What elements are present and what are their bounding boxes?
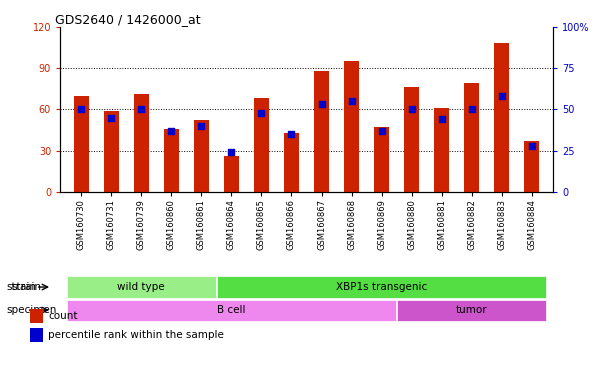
- Bar: [344, 61, 359, 192]
- Point: [467, 106, 477, 113]
- Point: [377, 128, 386, 134]
- Bar: [74, 96, 89, 192]
- Bar: [314, 71, 329, 192]
- Point: [136, 106, 146, 113]
- Text: strain: strain: [6, 282, 36, 292]
- Text: wild type: wild type: [117, 282, 165, 292]
- Bar: [104, 111, 119, 192]
- Point: [437, 116, 447, 122]
- Bar: [134, 94, 149, 192]
- Bar: [284, 133, 299, 192]
- Point: [227, 149, 236, 156]
- Point: [287, 131, 296, 137]
- Bar: [67, 276, 216, 298]
- Bar: [404, 88, 419, 192]
- Bar: [525, 141, 540, 192]
- Bar: [224, 156, 239, 192]
- Point: [257, 110, 266, 116]
- Point: [407, 106, 416, 113]
- Bar: [194, 121, 209, 192]
- Bar: [374, 127, 389, 192]
- Point: [497, 93, 507, 99]
- Text: tumor: tumor: [456, 305, 487, 315]
- Text: percentile rank within the sample: percentile rank within the sample: [48, 330, 224, 340]
- Text: strain: strain: [11, 282, 41, 292]
- Point: [317, 101, 326, 108]
- Point: [197, 123, 206, 129]
- Text: count: count: [48, 311, 78, 321]
- Text: B cell: B cell: [217, 305, 246, 315]
- Point: [347, 98, 356, 104]
- Point: [106, 115, 116, 121]
- Text: GDS2640 / 1426000_at: GDS2640 / 1426000_at: [55, 13, 201, 26]
- Point: [76, 106, 86, 113]
- Text: XBP1s transgenic: XBP1s transgenic: [336, 282, 427, 292]
- Point: [527, 143, 537, 149]
- Bar: [67, 300, 396, 321]
- Bar: [254, 98, 269, 192]
- Bar: [30, 328, 43, 342]
- Bar: [434, 108, 450, 192]
- Bar: [30, 310, 43, 323]
- Point: [166, 128, 176, 134]
- Bar: [164, 129, 179, 192]
- Bar: [465, 83, 480, 192]
- Bar: [397, 300, 546, 321]
- Text: specimen: specimen: [6, 305, 56, 315]
- Bar: [495, 43, 510, 192]
- Bar: [217, 276, 546, 298]
